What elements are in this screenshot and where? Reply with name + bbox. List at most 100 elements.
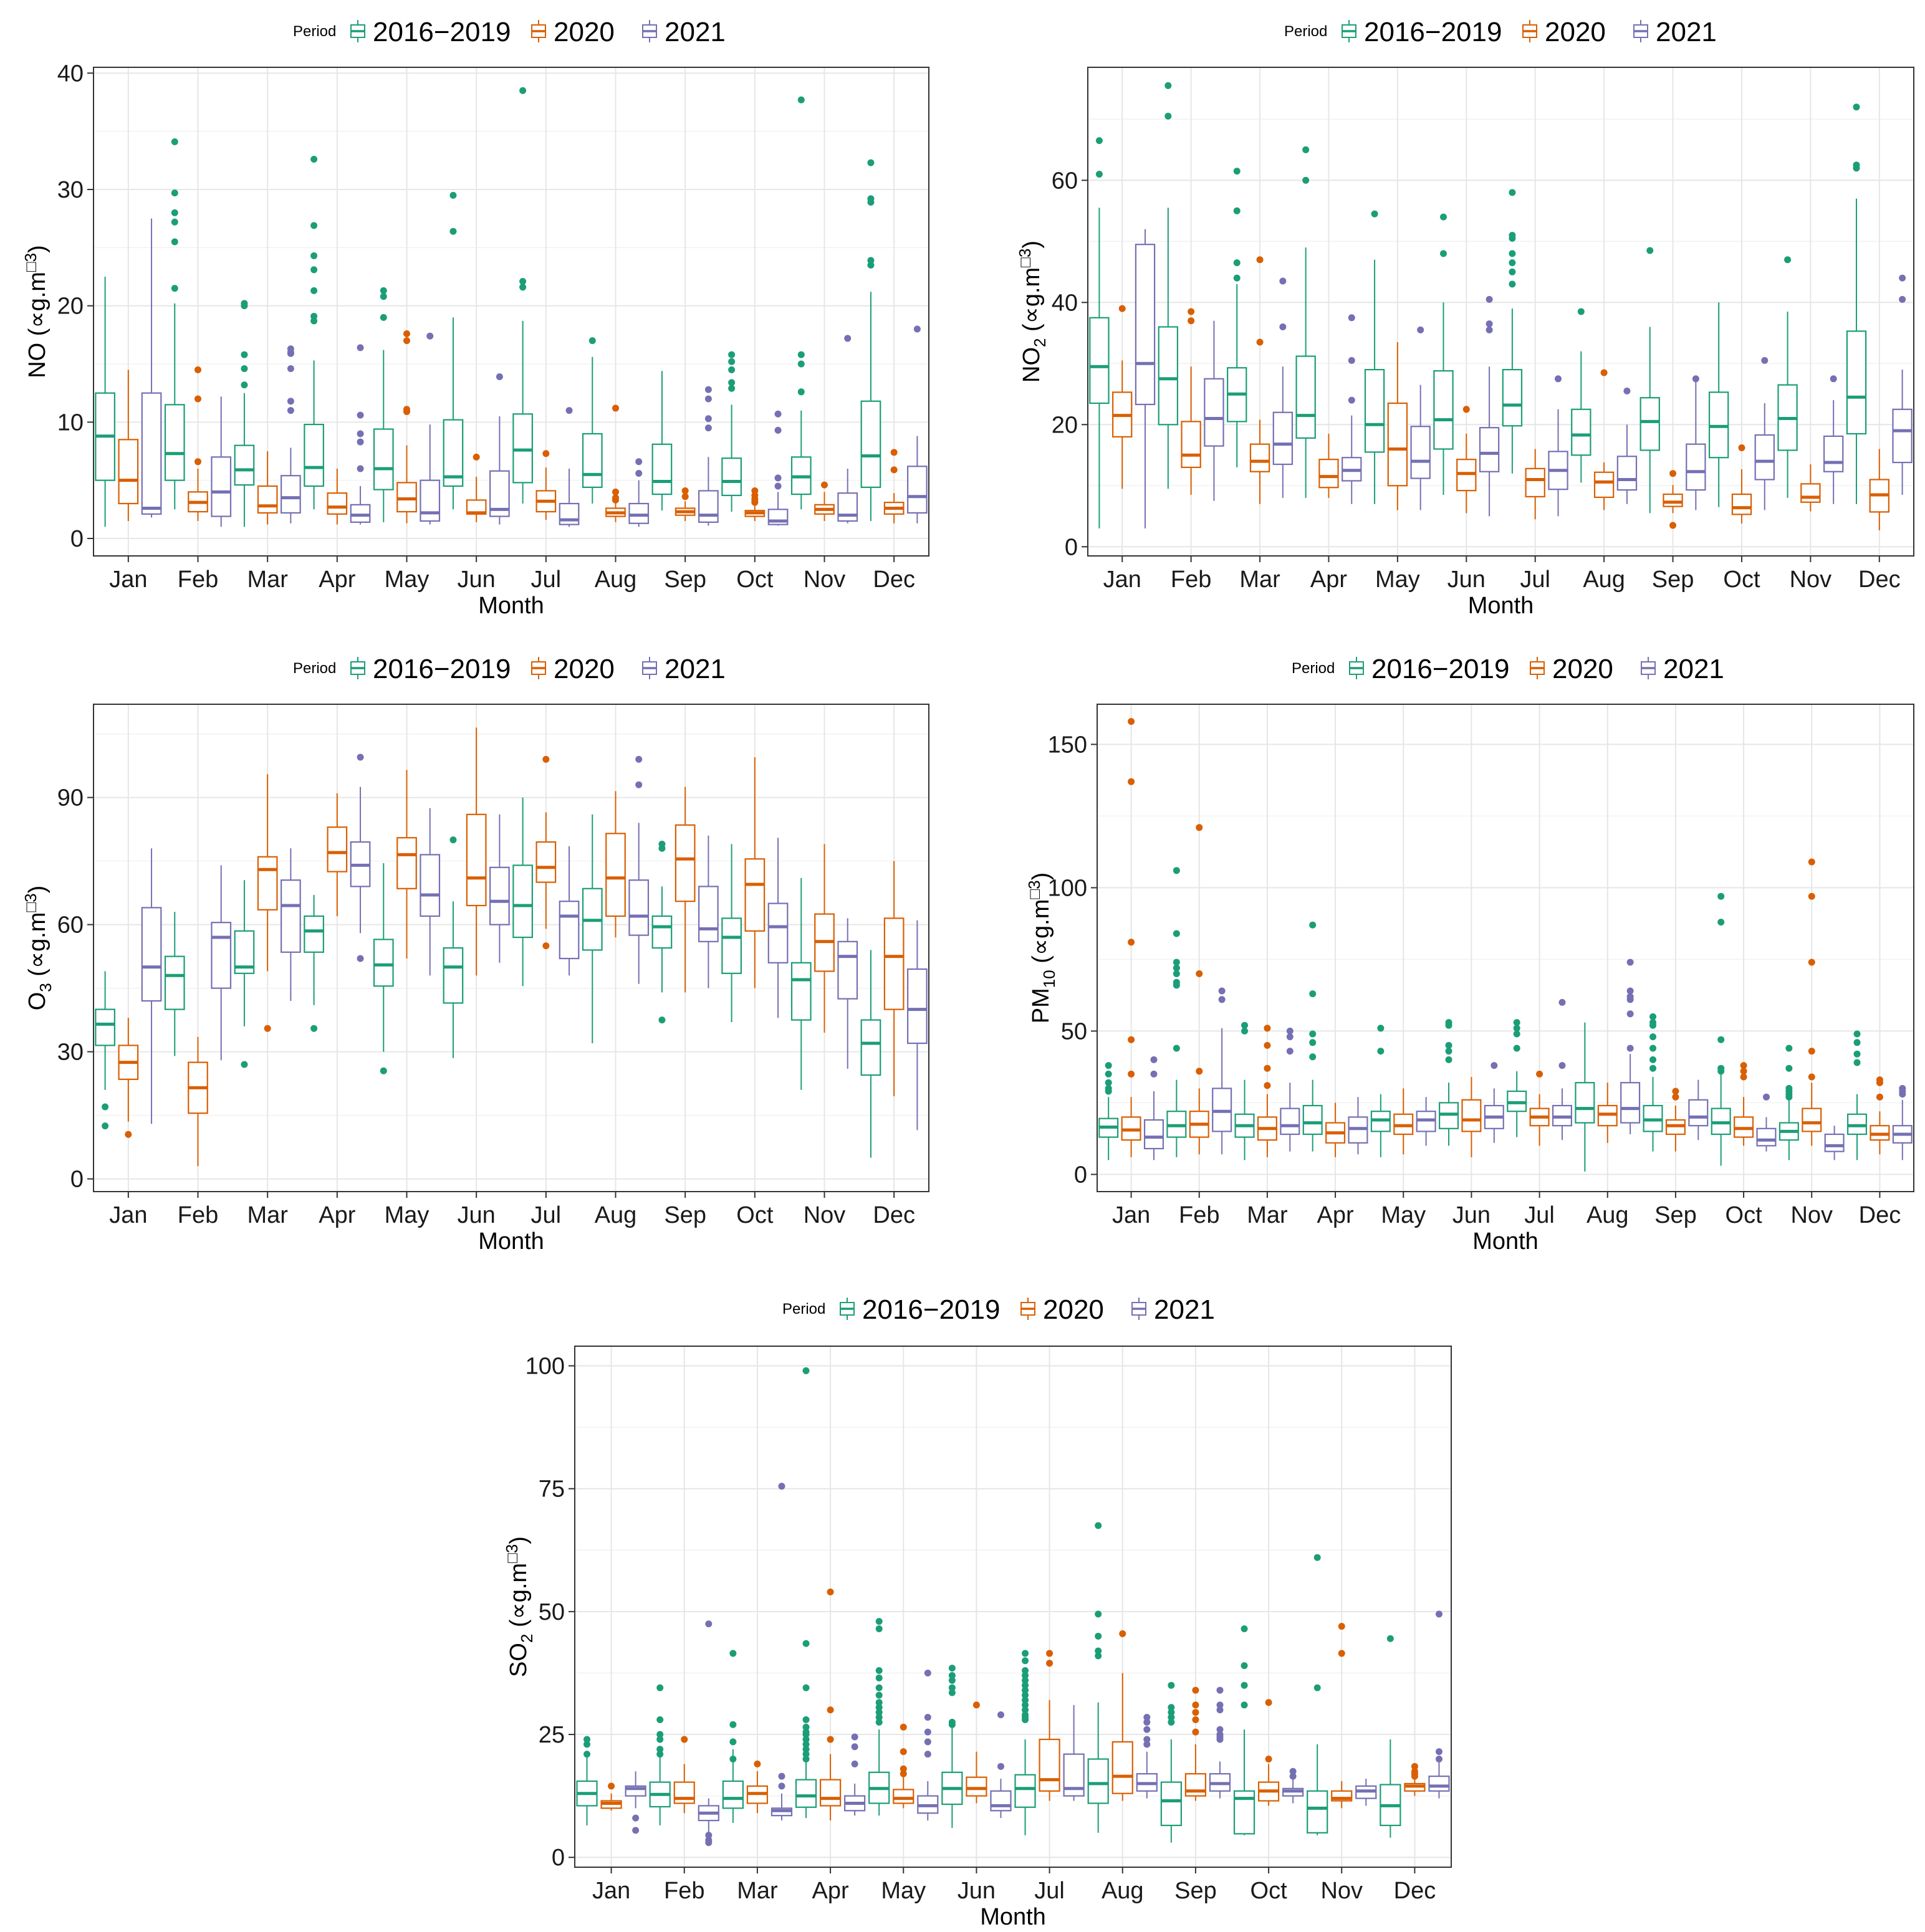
box-jan-0: [95, 971, 115, 1090]
x-tick-label: Dec: [1394, 1878, 1436, 1904]
outlier-point: [1371, 210, 1378, 218]
box-iqr: [327, 492, 348, 515]
outlier-point: [1196, 1068, 1203, 1075]
outlier-point: [1143, 1736, 1151, 1743]
outlier-point: [1128, 1036, 1135, 1043]
outlier-point: [612, 488, 619, 495]
outlier-point: [1411, 1772, 1418, 1780]
x-tick-label: Oct: [736, 1202, 774, 1228]
outlier-point: [1022, 1650, 1029, 1657]
box-jul-2: [1548, 409, 1568, 517]
box-oct-2: [1754, 403, 1775, 510]
box-mar-2: [1272, 366, 1294, 498]
y-axis-title: NO2 (∝g.m□3): [1015, 241, 1049, 383]
legend-key-2: [1633, 20, 1648, 42]
legend-label-2: 2021: [665, 17, 726, 47]
plot-background: [575, 1346, 1451, 1867]
x-tick-label: Aug: [595, 1202, 637, 1228]
box-jun-2: [990, 1779, 1012, 1819]
box-iqr: [141, 392, 162, 515]
outlier-point: [851, 1760, 858, 1767]
outlier-point: [1555, 375, 1562, 383]
box-iqr: [304, 423, 324, 487]
box-feb-0: [164, 303, 185, 510]
outlier-point: [1196, 824, 1203, 831]
box-jun-1: [466, 727, 487, 976]
box-iqr: [628, 879, 650, 936]
outlier-point: [704, 395, 712, 403]
x-tick-label: May: [881, 1878, 926, 1904]
outlier-point: [1143, 1726, 1151, 1733]
x-tick-label: Aug: [1587, 1202, 1629, 1228]
box-apr-2: [1342, 415, 1362, 504]
outlier-point: [705, 1620, 713, 1628]
outlier-point: [1899, 295, 1906, 303]
y-axis-title-close: ): [1019, 241, 1045, 249]
box-mar-1: [1249, 419, 1270, 504]
box-iqr: [396, 837, 417, 889]
x-tick-label: Jul: [1034, 1878, 1065, 1904]
box-iqr: [1181, 421, 1201, 469]
box-jul-0: [512, 320, 533, 504]
outlier-point: [797, 351, 805, 358]
outlier-point: [1626, 1010, 1634, 1018]
box-feb-2: [698, 1798, 719, 1833]
x-tick-label: Jan: [592, 1878, 630, 1904]
box-iqr: [1754, 434, 1775, 481]
y-axis-title-space: [24, 336, 50, 343]
outlier-point: [1785, 1064, 1793, 1072]
legend-key-2: [1131, 1298, 1146, 1320]
x-tick-label: Dec: [1859, 1202, 1901, 1228]
outlier-point: [1649, 1033, 1657, 1041]
box-jun-0: [443, 317, 464, 510]
outlier-point: [380, 287, 387, 294]
outlier-point: [1435, 1748, 1443, 1756]
box-iqr: [327, 826, 348, 873]
legend-key-0: [350, 657, 365, 679]
plot-background: [94, 67, 929, 556]
outlier-point: [802, 1716, 810, 1723]
outlier-point: [827, 1706, 834, 1714]
outlier-point: [1600, 369, 1608, 376]
x-tick-label: Feb: [178, 1202, 218, 1228]
outlier-point: [1509, 250, 1516, 257]
y-axis-title-space: [1019, 332, 1045, 338]
outlier-point: [774, 410, 782, 418]
box-aug-0: [582, 814, 603, 1043]
outlier-point: [1022, 1706, 1029, 1714]
outlier-point: [705, 1832, 713, 1839]
box-iqr: [1663, 493, 1683, 507]
box-jul-1: [1525, 449, 1545, 520]
outlier-point: [1717, 1068, 1725, 1075]
box-sep-0: [1160, 1739, 1182, 1843]
outlier-point: [1105, 1079, 1112, 1086]
outlier-point: [1143, 1741, 1151, 1748]
box-feb-0: [1158, 208, 1179, 489]
outlier-point: [1717, 919, 1725, 926]
outlier-point: [1046, 1660, 1054, 1667]
outlier-point: [1168, 1718, 1175, 1726]
outlier-point: [1264, 1064, 1271, 1072]
box-oct-0: [1708, 302, 1729, 507]
x-tick-label: Jun: [958, 1878, 996, 1904]
box-iqr: [164, 404, 185, 481]
outlier-point: [729, 1738, 737, 1746]
outlier-point: [778, 1772, 785, 1780]
box-iqr: [1143, 1119, 1164, 1150]
outlier-point: [875, 1709, 883, 1716]
box-jan-0: [1098, 1097, 1119, 1160]
box-iqr: [1111, 1741, 1133, 1794]
x-tick-label: Jan: [1112, 1202, 1150, 1228]
box-jan-2: [141, 848, 162, 1124]
x-tick-label: Dec: [873, 1202, 915, 1228]
x-tick-label: Mar: [1239, 567, 1280, 593]
box-iqr: [651, 443, 673, 495]
outlier-point: [924, 1751, 931, 1758]
box-mar-0: [1234, 1079, 1255, 1160]
outlier-point: [1196, 970, 1203, 977]
outlier-point: [1309, 921, 1317, 929]
box-apr-2: [1348, 1097, 1368, 1155]
box-may-0: [1370, 1094, 1391, 1157]
outlier-point: [310, 1025, 318, 1032]
